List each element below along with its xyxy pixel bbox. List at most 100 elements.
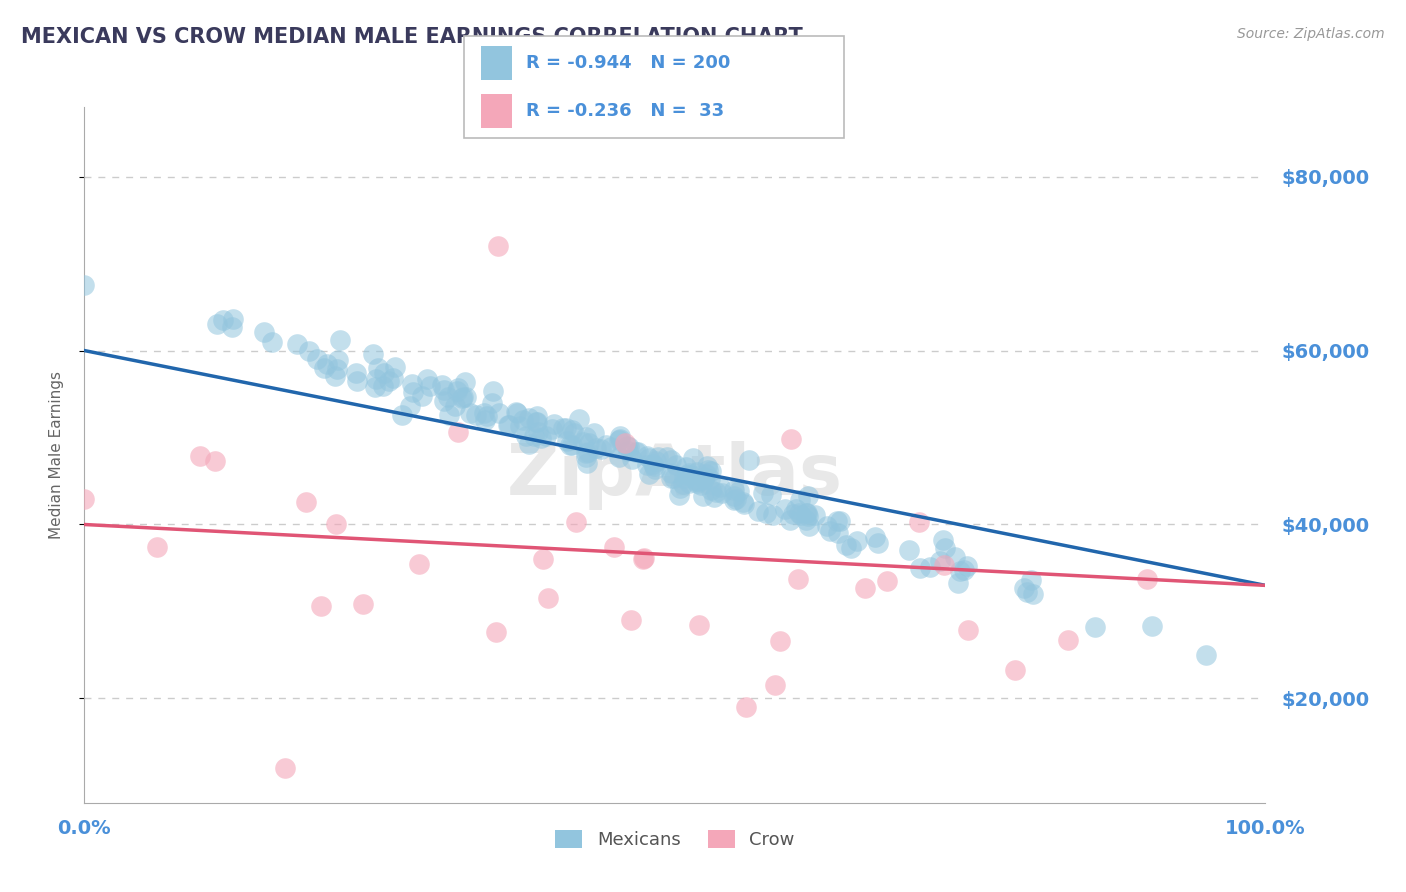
- Point: [373, 366, 395, 380]
- Point: [603, 540, 626, 554]
- Point: [616, 439, 638, 453]
- Point: [949, 564, 972, 578]
- Point: [647, 450, 669, 464]
- Point: [609, 429, 631, 443]
- Point: [619, 614, 641, 628]
- Point: [662, 471, 685, 485]
- Point: [762, 508, 785, 522]
- Point: [834, 538, 856, 552]
- Point: [481, 384, 503, 398]
- Point: [796, 490, 818, 504]
- Point: [665, 458, 688, 473]
- Point: [934, 558, 956, 572]
- Point: [443, 399, 465, 413]
- Point: [828, 514, 851, 528]
- Point: [555, 434, 578, 448]
- Point: [537, 591, 560, 605]
- Point: [682, 450, 704, 465]
- Point: [531, 551, 554, 566]
- Point: [73, 491, 96, 506]
- Point: [1142, 618, 1164, 632]
- Point: [1195, 648, 1218, 662]
- Point: [868, 536, 890, 550]
- Point: [863, 530, 886, 544]
- Text: R = -0.944   N = 200: R = -0.944 N = 200: [526, 54, 730, 72]
- Point: [785, 502, 807, 516]
- Point: [401, 377, 423, 392]
- Point: [311, 599, 333, 614]
- Point: [454, 375, 477, 389]
- Point: [433, 383, 456, 397]
- Point: [609, 432, 631, 446]
- Point: [524, 415, 547, 429]
- Point: [1012, 582, 1035, 596]
- Point: [543, 417, 565, 431]
- Point: [316, 357, 339, 371]
- Point: [578, 436, 600, 450]
- Point: [366, 372, 388, 386]
- Point: [585, 441, 607, 455]
- Point: [541, 422, 564, 436]
- Point: [512, 413, 534, 427]
- Point: [346, 374, 368, 388]
- Point: [796, 508, 818, 523]
- Point: [607, 433, 630, 447]
- Point: [505, 405, 527, 419]
- Point: [786, 572, 808, 586]
- Point: [526, 409, 548, 423]
- Point: [576, 456, 599, 470]
- Point: [523, 428, 546, 442]
- Point: [384, 359, 406, 374]
- Point: [841, 541, 863, 555]
- Point: [636, 449, 658, 463]
- Point: [728, 484, 751, 499]
- Point: [465, 408, 488, 422]
- Point: [599, 440, 621, 454]
- Point: [451, 391, 474, 405]
- Point: [575, 446, 598, 460]
- Point: [433, 393, 456, 408]
- Point: [790, 508, 813, 522]
- Point: [188, 449, 211, 463]
- Text: R = -0.236   N =  33: R = -0.236 N = 33: [526, 102, 724, 120]
- Point: [446, 384, 468, 398]
- Point: [576, 445, 599, 459]
- Point: [733, 497, 755, 511]
- Point: [747, 504, 769, 518]
- Point: [709, 480, 731, 494]
- Point: [763, 678, 786, 692]
- Point: [1015, 584, 1038, 599]
- Point: [825, 514, 848, 528]
- Point: [644, 462, 666, 476]
- Point: [344, 366, 367, 380]
- Point: [560, 423, 582, 437]
- Point: [373, 379, 395, 393]
- Point: [456, 390, 478, 404]
- Point: [204, 454, 226, 468]
- Point: [755, 506, 778, 520]
- Point: [693, 472, 716, 486]
- Point: [723, 493, 745, 508]
- Point: [314, 360, 336, 375]
- Point: [659, 467, 682, 481]
- Point: [381, 371, 404, 385]
- Point: [329, 333, 352, 347]
- Point: [361, 347, 384, 361]
- Point: [498, 417, 520, 432]
- Point: [561, 438, 583, 452]
- Point: [453, 391, 475, 405]
- Point: [205, 317, 228, 331]
- Point: [477, 409, 499, 424]
- Point: [907, 516, 929, 530]
- Point: [876, 574, 898, 588]
- Point: [932, 533, 955, 547]
- Point: [398, 399, 420, 413]
- Point: [352, 597, 374, 611]
- Point: [595, 437, 617, 451]
- Point: [668, 488, 690, 502]
- Point: [378, 374, 401, 388]
- Point: [447, 381, 470, 395]
- Point: [1022, 586, 1045, 600]
- Point: [572, 434, 595, 449]
- Point: [946, 575, 969, 590]
